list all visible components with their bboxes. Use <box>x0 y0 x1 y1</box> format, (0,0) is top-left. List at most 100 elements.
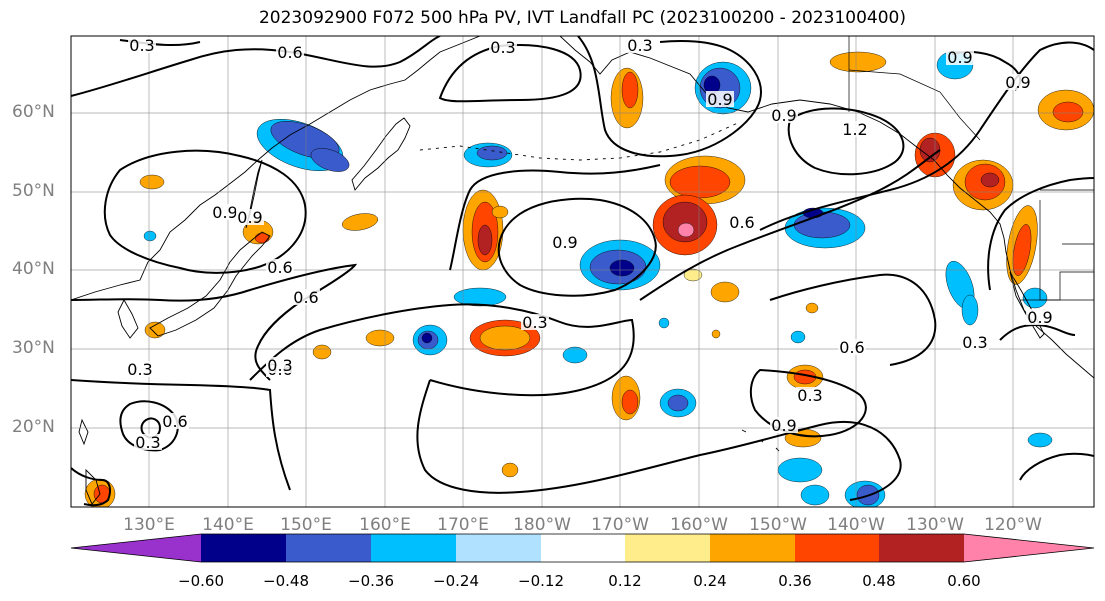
contour-label: 0.9 <box>771 106 796 125</box>
alaska-coastline <box>559 36 1094 379</box>
contour-label: 0.3 <box>267 356 292 375</box>
contour-label: 0.3 <box>522 313 547 332</box>
contour-label: 0.3 <box>129 36 154 55</box>
colorbar-segment <box>371 534 456 562</box>
contour-label-bg <box>128 37 156 53</box>
pc-anomaly-blob <box>683 268 703 282</box>
contour-label: 0.3 <box>127 360 152 379</box>
lon-label: 150°E <box>280 515 332 535</box>
lat-label: 40°N <box>12 259 55 279</box>
colorbar-tick-label: 0.48 <box>862 572 896 590</box>
pc-anomaly-blob <box>1022 287 1048 309</box>
colorbar-tick-label: 0.60 <box>947 572 981 590</box>
contour-label-bg <box>134 434 162 450</box>
contour-label-bg <box>551 234 579 250</box>
contour-label-bg <box>126 361 154 377</box>
colorbar-extend-min <box>71 534 201 562</box>
contour-label-bg <box>946 49 974 65</box>
korea-coastline <box>117 299 139 339</box>
contour-label-bg <box>728 214 756 230</box>
lon-label: 150°W <box>749 515 807 535</box>
contour-label: 0.9 <box>212 203 237 222</box>
lon-label: 170°W <box>591 515 649 535</box>
pc-anomaly-blob <box>144 321 166 339</box>
contour-label: 0.9 <box>237 208 262 227</box>
coastlines <box>71 36 1094 505</box>
contour-label: 0.9 <box>707 90 732 109</box>
colorbar-segment <box>201 534 286 562</box>
lat-label: 20°N <box>12 417 55 437</box>
colorbar-tick-label: −0.48 <box>263 572 309 590</box>
pc-anomaly-blob <box>365 329 395 347</box>
contour-label: 0.9 <box>552 233 577 252</box>
lon-label: 160°W <box>670 515 728 535</box>
contour-label: 0.9 <box>947 48 972 67</box>
japan-coastline <box>149 231 271 337</box>
colorbar-segment <box>541 534 625 562</box>
lon-label: 180°W <box>513 515 571 535</box>
lon-label: 170°E <box>437 515 489 535</box>
pc-anomaly-blob <box>790 330 806 344</box>
pc-anomaly-blob <box>562 346 588 364</box>
lon-label: 130°W <box>906 515 964 535</box>
pc-anomaly-blob <box>710 281 740 303</box>
contour-label: 0.3 <box>627 36 652 55</box>
pc-anomaly-blob <box>342 213 378 231</box>
pc-anomaly-blob <box>453 287 507 307</box>
colorbar-extend-max <box>964 534 1094 562</box>
colorbar <box>70 533 1095 563</box>
contour-label-bg <box>521 314 549 330</box>
lat-label: 50°N <box>12 181 55 201</box>
sakhalin-coastline <box>245 159 263 229</box>
pc-anomaly-blob <box>139 174 165 190</box>
contour-label-bg <box>266 357 294 373</box>
contour-label-bg <box>1026 309 1054 325</box>
pc-anomaly-blob <box>667 394 689 412</box>
contour-label-bg <box>770 417 798 433</box>
kamchatka-coastline <box>351 117 411 191</box>
asia-coastline <box>71 36 481 301</box>
pc-anomaly-blob <box>476 145 508 161</box>
map-frame <box>70 35 1095 508</box>
pc-anomaly-blob <box>793 211 851 239</box>
lon-label: 140°E <box>202 515 254 535</box>
pc-anomaly-blob <box>658 317 670 329</box>
colorbar-tick-label: −0.12 <box>518 572 564 590</box>
contour-label-bg <box>276 44 304 60</box>
contour-label: 0.6 <box>293 288 318 307</box>
pc-anomaly-blob <box>312 344 332 360</box>
contour-label: 0.3 <box>490 38 515 57</box>
contour-label-layer: 0.30.60.30.60.90.60.60.30.30.30.90.60.90… <box>126 36 1054 452</box>
pc-anomaly-blob <box>711 329 721 339</box>
contour-label-bg <box>266 259 294 275</box>
pc-anomaly-blob <box>621 389 639 415</box>
colorbar-outline <box>70 533 1095 563</box>
colorbar-segment <box>795 534 879 562</box>
contour-label: 0.9 <box>771 416 796 435</box>
contour-label: 1.2 <box>842 120 867 139</box>
contour-label: 0.6 <box>729 213 754 232</box>
pc-anomaly-blob <box>677 222 695 238</box>
contour-label-bg <box>796 387 824 403</box>
pc-anomaly-blob <box>609 259 635 277</box>
pc-anomaly-blob <box>777 457 823 483</box>
pv-contours <box>71 36 1094 507</box>
colorbar-tick-label: −0.60 <box>178 572 224 590</box>
pc-anomaly-blob <box>800 484 830 506</box>
colorbar-segment <box>456 534 541 562</box>
colorbar-segment <box>286 534 371 562</box>
lon-label: 130°E <box>123 515 175 535</box>
pc-anomaly-blob <box>829 51 887 73</box>
colorbar-segment <box>625 534 710 562</box>
contour-label: 0.3 <box>962 333 987 352</box>
contour-label: 0.6 <box>839 338 864 357</box>
colorbar-tick-label: −0.36 <box>348 572 394 590</box>
contour-label-bg <box>626 37 654 53</box>
colorbar-tick-label: 0.36 <box>778 572 812 590</box>
pc-anomaly-blob <box>1027 432 1053 448</box>
contour-label: 0.9 <box>1005 73 1030 92</box>
pc-anomaly-blob <box>961 294 979 326</box>
pc-anomaly-blob <box>421 332 433 344</box>
pc-anomaly-blob <box>1052 101 1084 123</box>
